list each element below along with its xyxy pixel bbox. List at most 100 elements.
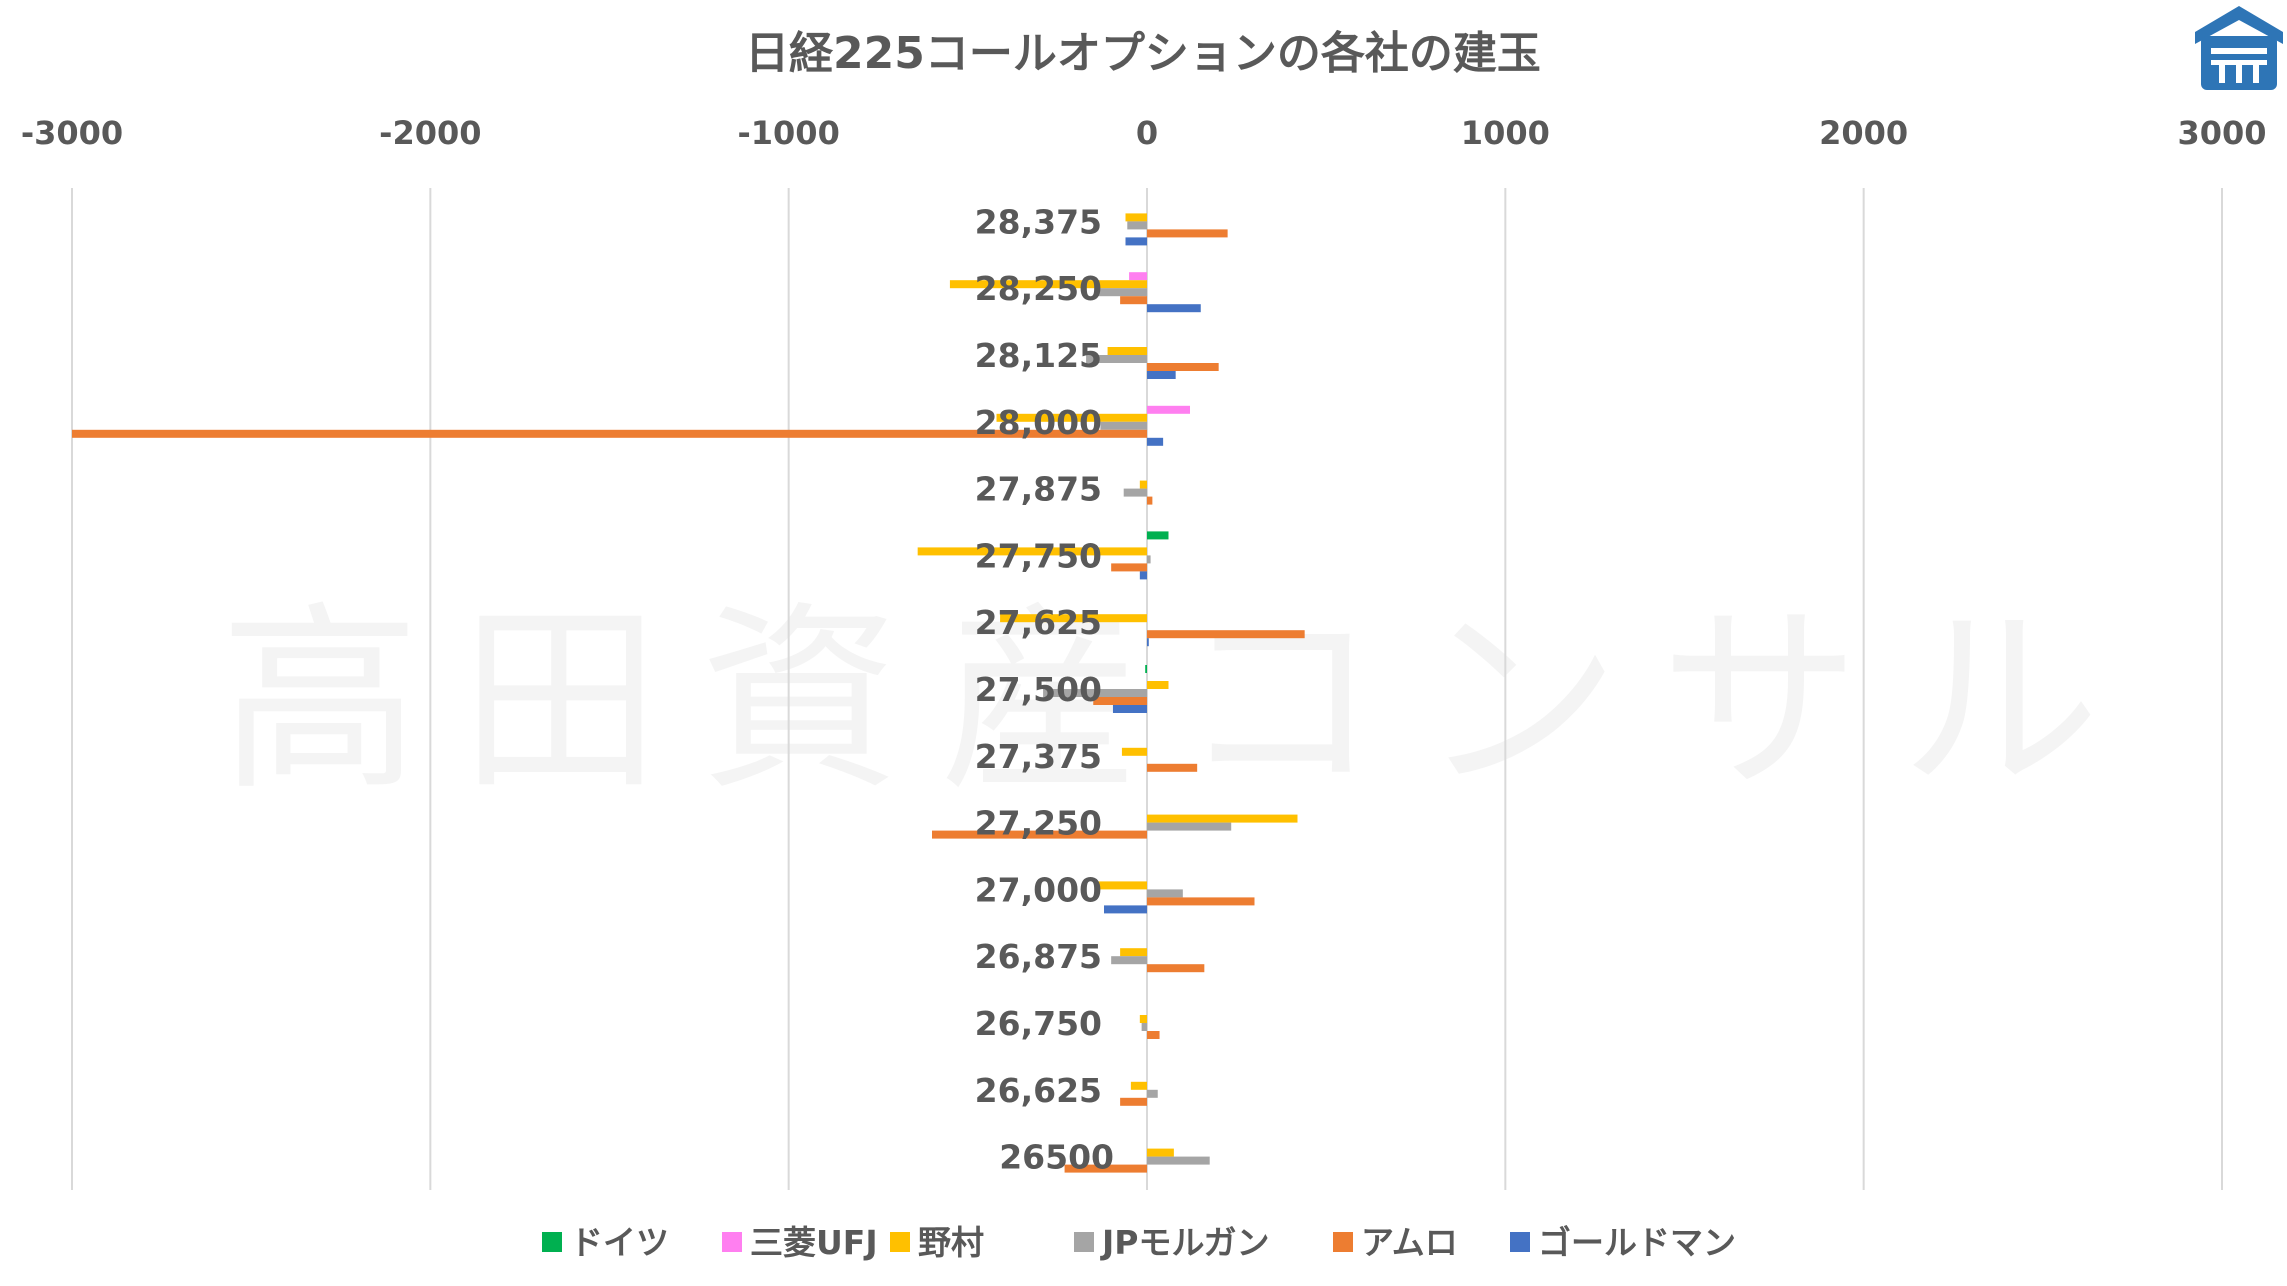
x-tick-label: 2000 xyxy=(1819,114,1908,152)
y-category-label: 26500 xyxy=(999,1138,1114,1177)
watermark-text: 高田資産コンサル xyxy=(220,585,2140,818)
legend-label: 野村 xyxy=(918,1223,984,1262)
bar xyxy=(1147,1148,1174,1157)
bar xyxy=(1145,665,1147,673)
bar xyxy=(1147,763,1198,772)
bar xyxy=(1000,614,1147,623)
bar xyxy=(1147,1089,1158,1098)
bar xyxy=(1147,814,1298,823)
bar xyxy=(1112,705,1147,713)
bar xyxy=(1147,363,1219,371)
x-axis: -3000 -2000 -1000 0 1000 2000 3000 xyxy=(21,114,2267,152)
bar xyxy=(1043,689,1147,697)
logo-pillar-right xyxy=(2253,65,2259,83)
bar xyxy=(1127,221,1147,230)
y-category-label: 27,250 xyxy=(975,804,1102,843)
y-category-label: 26,875 xyxy=(975,937,1102,976)
bar xyxy=(1120,948,1147,957)
bar xyxy=(1147,496,1153,505)
x-tick-label: 3000 xyxy=(2177,114,2266,152)
y-category-label: 27,000 xyxy=(975,870,1102,909)
bar xyxy=(1147,630,1305,639)
y-axis: 28,375 28,250 28,125 28,000 27,875 27,750 27,6… xyxy=(975,202,1114,1176)
bar xyxy=(1147,229,1228,238)
bar xyxy=(1125,237,1147,246)
watermark: 高田資産コンサル xyxy=(220,585,2140,818)
legend-label: アムロ xyxy=(1361,1223,1458,1262)
bar xyxy=(932,830,1147,839)
logo-beam-mid xyxy=(2211,60,2267,65)
bar xyxy=(1125,213,1147,222)
logo-roof-icon xyxy=(2195,6,2283,44)
y-category-label: 27,750 xyxy=(975,536,1102,575)
bar xyxy=(949,280,1147,289)
y-category-label: 27,375 xyxy=(975,737,1102,776)
legend-label: ゴールドマン xyxy=(1538,1223,1736,1262)
bar xyxy=(1139,571,1147,580)
legend-label: 三菱UFJ xyxy=(750,1223,878,1262)
y-category-label: 28,375 xyxy=(975,202,1102,241)
y-category-label: 28,250 xyxy=(975,269,1102,308)
legend-label: JPモルガン xyxy=(1100,1223,1269,1262)
logo-beam-top xyxy=(2211,48,2267,54)
x-tick-label: 1000 xyxy=(1461,114,1550,152)
bar xyxy=(1147,555,1151,564)
y-category-label: 27,875 xyxy=(975,470,1102,509)
legend-swatch xyxy=(890,1232,910,1252)
bar xyxy=(1111,563,1147,572)
bar xyxy=(1139,480,1147,489)
y-category-label: 27,500 xyxy=(975,670,1102,709)
bar xyxy=(996,413,1147,422)
bar xyxy=(1120,296,1147,305)
x-tick-label: -1000 xyxy=(737,114,839,152)
x-tick-label: 0 xyxy=(1136,114,1158,152)
bar xyxy=(1147,897,1255,906)
bar xyxy=(1100,421,1147,430)
bar xyxy=(1147,371,1176,379)
bar xyxy=(1141,1023,1147,1031)
bar xyxy=(1111,956,1147,965)
y-category-label: 26,625 xyxy=(975,1071,1102,1110)
bar xyxy=(1139,1015,1147,1023)
logo-pillar-center xyxy=(2236,65,2242,83)
logo xyxy=(2195,6,2283,90)
bar xyxy=(1147,405,1190,414)
bar xyxy=(1130,1081,1147,1090)
bar xyxy=(1147,531,1169,540)
y-category-label: 26,750 xyxy=(975,1004,1102,1043)
legend-swatch xyxy=(722,1232,742,1252)
bar xyxy=(1129,272,1147,281)
bar xyxy=(1147,889,1183,898)
bar xyxy=(1147,1031,1160,1039)
bar xyxy=(1121,747,1147,756)
legend-swatch xyxy=(1074,1232,1094,1252)
bar xyxy=(1147,681,1169,689)
x-tick-label: -2000 xyxy=(379,114,481,152)
chart-title: 日経225コールオプションの各社の建玉 xyxy=(745,28,1541,79)
legend: ドイツ 三菱UFJ 野村 JPモルガン アムロ ゴールドマン xyxy=(542,1223,1736,1262)
bar xyxy=(1147,638,1149,647)
plot-area xyxy=(72,213,1305,1173)
bar xyxy=(1147,437,1164,446)
bar xyxy=(1064,1164,1147,1173)
bar xyxy=(1147,822,1232,831)
logo-pillar-left xyxy=(2219,65,2225,83)
y-category-label: 27,625 xyxy=(975,603,1102,642)
legend-swatch xyxy=(1333,1232,1353,1252)
bar xyxy=(1147,1156,1210,1165)
bar xyxy=(1093,697,1147,705)
bar xyxy=(1096,881,1147,890)
bar xyxy=(1147,304,1201,313)
legend-swatch xyxy=(542,1232,562,1252)
legend-swatch xyxy=(1510,1232,1530,1252)
y-category-label: 28,000 xyxy=(975,403,1102,442)
bar xyxy=(72,429,1147,438)
bar xyxy=(1120,1097,1147,1106)
bar xyxy=(917,547,1147,556)
y-category-label: 28,125 xyxy=(975,336,1102,375)
bar xyxy=(1086,355,1147,363)
bar xyxy=(1104,905,1147,914)
bar xyxy=(1123,488,1147,497)
